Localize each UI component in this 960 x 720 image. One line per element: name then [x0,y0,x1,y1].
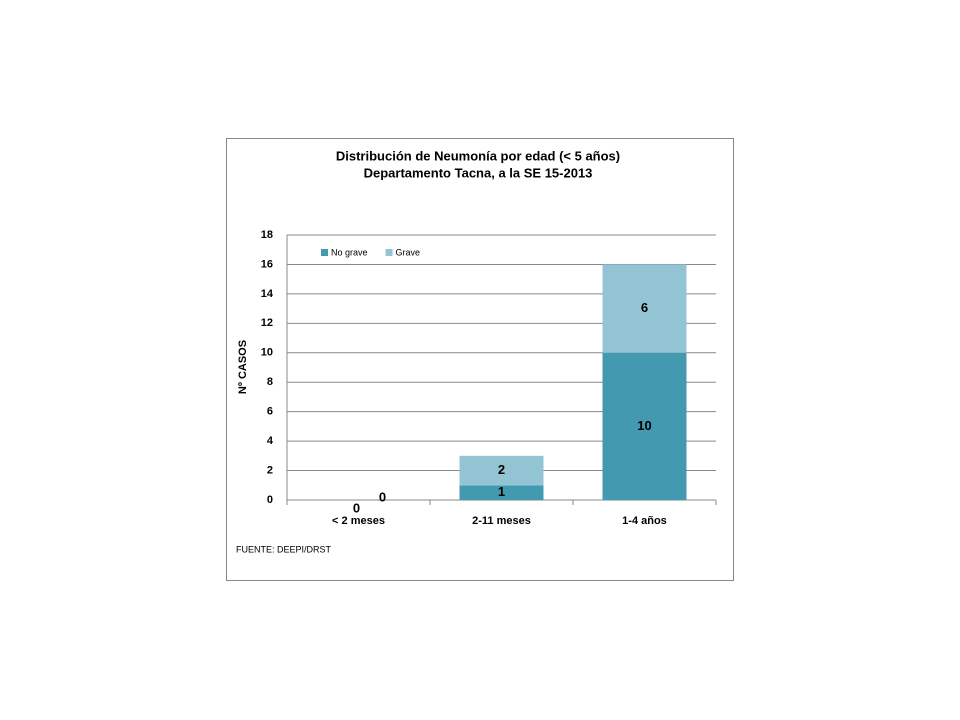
bar-segment [459,485,544,500]
bar-segment [459,455,544,486]
y-tick-label: 0 [267,494,273,506]
chart-title: Distribución de Neumonía por edad (< 5 a… [336,148,620,163]
y-tick-label: 6 [267,406,273,418]
y-tick-label: 18 [261,229,273,241]
y-tick-label: 10 [261,347,273,359]
data-label: 2 [498,462,505,477]
y-tick-label: 8 [267,376,273,388]
data-label: 0 [379,489,386,504]
bar-segment [602,352,687,500]
x-tick-label: 2-11 meses [472,515,531,527]
x-tick-label: 1-4 años [622,515,667,527]
bar-segment [602,264,687,353]
y-tick-label: 2 [267,464,273,476]
x-tick-label: < 2 meses [332,515,385,527]
data-label: 10 [637,418,651,433]
y-tick-label: 14 [261,288,274,300]
y-tick-label: 4 [267,435,274,447]
chart-subtitle: Departamento Tacna, a la SE 15-2013 [364,165,593,180]
data-label: 6 [641,300,648,315]
y-tick-label: 12 [261,317,273,329]
y-tick-label: 16 [261,258,273,270]
legend-swatch [321,249,328,256]
source-note: FUENTE: DEEPI/DRST [236,544,332,554]
data-label: 0 [353,500,360,515]
y-axis-label: Nº CASOS [237,340,249,394]
legend-label: No grave [331,247,368,257]
data-label: 1 [498,484,505,499]
legend-label: Grave [396,247,421,257]
legend-swatch [385,249,393,256]
